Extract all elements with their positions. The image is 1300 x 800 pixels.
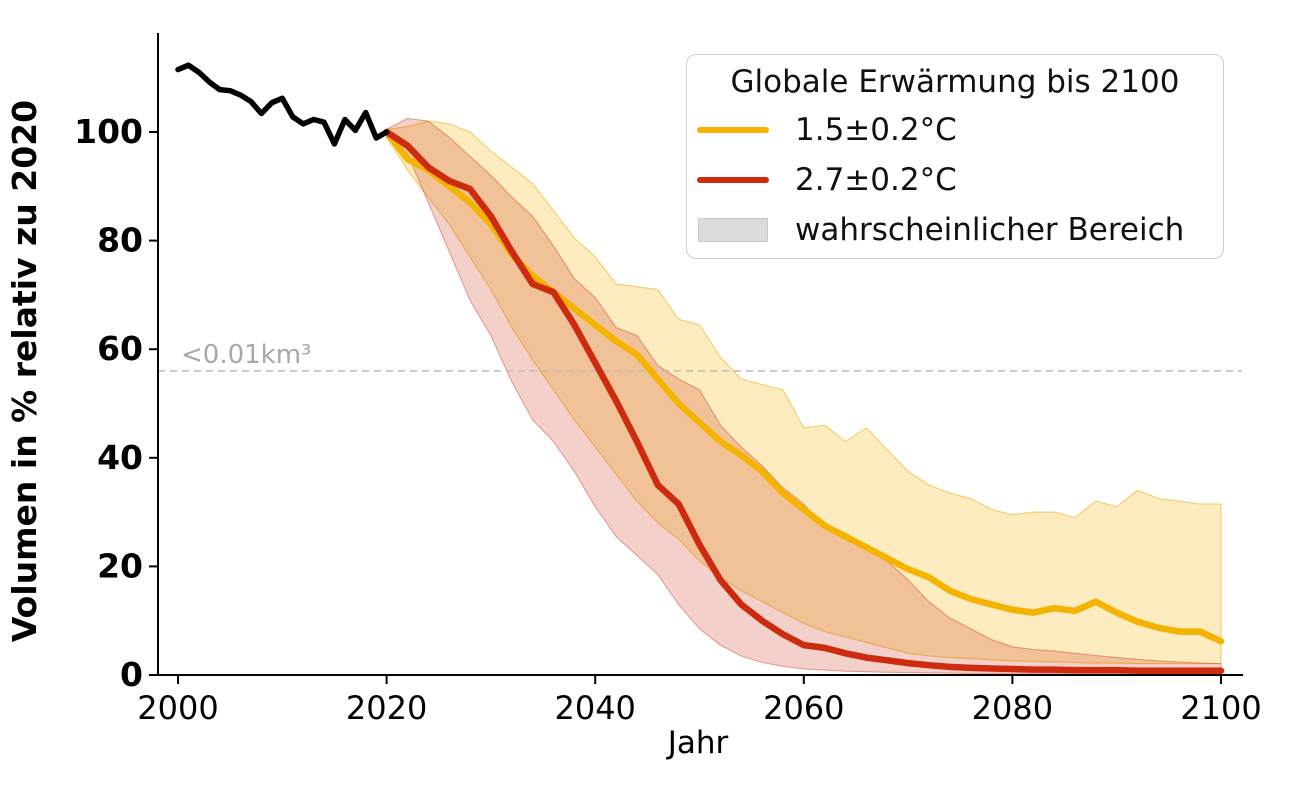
series-lines <box>175 62 1225 674</box>
y-axis-title: Volumen in % relativ zu 2020 <box>5 100 44 642</box>
tick-marks <box>149 131 1222 684</box>
legend-label-range: wahrscheinlicher Bereich <box>795 212 1185 248</box>
legend-label-1-5: 1.5±0.2°C <box>795 112 957 148</box>
legend-label-2-7: 2.7±0.2°C <box>795 162 957 198</box>
legend-swatch-1-5 <box>697 127 769 133</box>
projection-line-2-7 <box>383 128 1225 674</box>
x-tick-label: 2060 <box>763 689 844 727</box>
y-tick-label: 80 <box>97 221 143 260</box>
threshold-group: <0.01km³ <box>158 340 1242 372</box>
gray-patch-swatch <box>698 218 768 242</box>
x-tick-label: 2000 <box>137 689 218 727</box>
yellow-line-swatch <box>697 127 769 133</box>
x-tick-label: 2020 <box>346 689 427 727</box>
red-line-swatch <box>697 177 769 183</box>
x-tick-label: 2040 <box>554 689 635 727</box>
legend-item-1-5: 1.5±0.2°C <box>697 105 1213 155</box>
y-tick-label: 100 <box>74 112 143 151</box>
y-tick-label: 40 <box>97 438 143 477</box>
threshold-label: <0.01km³ <box>181 340 311 370</box>
legend: Globale Erwärmung bis 2100 1.5±0.2°C 2.7… <box>686 54 1224 259</box>
legend-swatch-range <box>697 218 769 242</box>
y-tick-label: 20 <box>97 546 143 585</box>
x-axis-title: Jahr <box>666 725 729 761</box>
x-tick-label: 2100 <box>1180 689 1261 727</box>
uncertainty-bands <box>386 117 1222 675</box>
x-tick-label: 2080 <box>972 689 1053 727</box>
legend-swatch-2-7 <box>697 177 769 183</box>
legend-title: Globale Erwärmung bis 2100 <box>730 64 1180 100</box>
legend-item-2-7: 2.7±0.2°C <box>697 155 1213 205</box>
historical-line <box>175 62 390 147</box>
y-tick-label: 60 <box>97 329 143 368</box>
y-tick-label: 0 <box>120 655 143 694</box>
band-1-5 <box>386 120 1222 665</box>
legend-item-range: wahrscheinlicher Bereich <box>697 205 1213 255</box>
